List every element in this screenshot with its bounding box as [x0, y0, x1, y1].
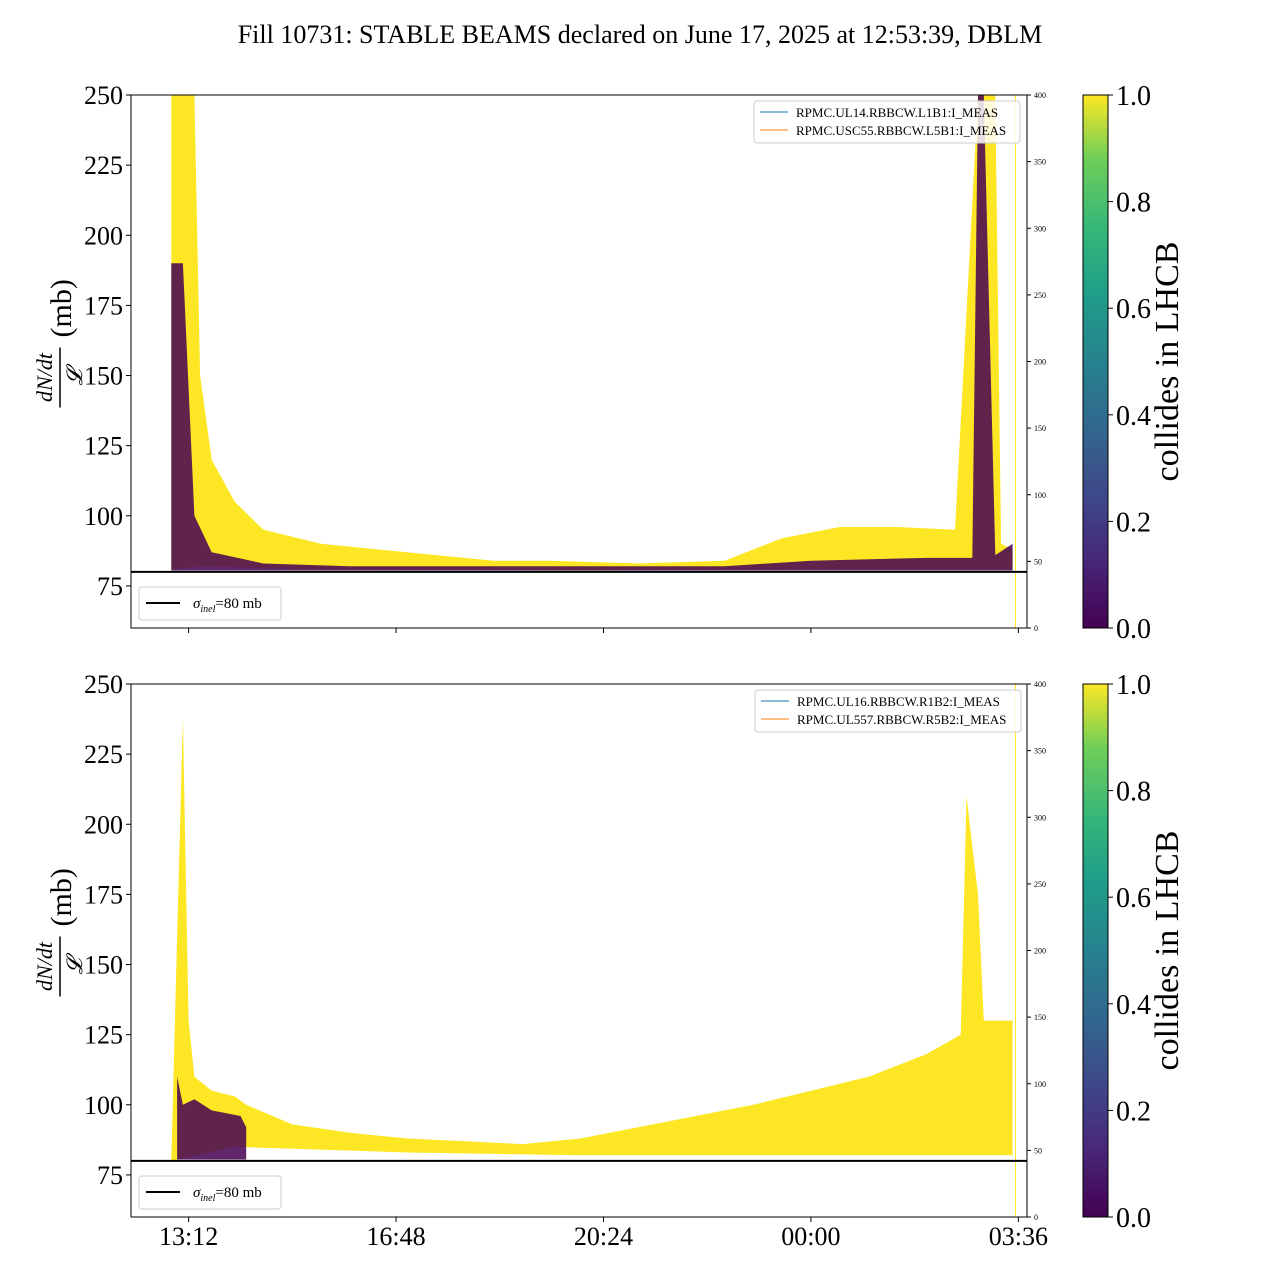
y-label-numerator: dN/dt	[32, 941, 57, 991]
legend-box	[754, 689, 1022, 733]
y-tick-label: 100	[84, 502, 123, 531]
y-axis-label: dN/dt 𝓛(mb)	[32, 279, 87, 408]
y2-tick-label: 50	[1034, 1146, 1042, 1155]
y-tick-label: 175	[84, 880, 123, 909]
y-axis-label: dN/dt 𝓛(mb)	[32, 868, 87, 997]
y2-tick-label: 150	[1034, 424, 1046, 433]
y-tick-label: 200	[84, 810, 123, 839]
legend-label: RPMC.UL557.RBBCW.R5B2:I_MEAS	[797, 712, 1006, 727]
colorbar-tick-label: 0.6	[1116, 294, 1151, 325]
y2-tick-label: 200	[1034, 947, 1046, 956]
colorbar-tick-label: 0.4	[1116, 401, 1151, 432]
y2-tick-label: 300	[1034, 224, 1046, 233]
colorbar-tick-label: 0.2	[1116, 1096, 1151, 1127]
y-tick-label: 225	[84, 740, 123, 769]
reference-legend: σinel=80 mb	[138, 1175, 282, 1210]
x-tick-label: 13:12	[159, 1222, 218, 1251]
colliding-band	[171, 95, 1013, 571]
y2-tick-label: 400	[1034, 91, 1046, 100]
colorbar-tick-label: 0.8	[1116, 777, 1151, 808]
plot-area	[131, 684, 1027, 1217]
y-tick-label: 75	[97, 572, 123, 601]
y-tick-label: 150	[84, 362, 123, 391]
colorbar-tick-label: 0.2	[1116, 507, 1151, 538]
figure-title: Fill 10731: STABLE BEAMS declared on Jun…	[237, 20, 1043, 49]
colorbar-tick-label: 0.8	[1116, 188, 1151, 219]
series-legend: RPMC.UL14.RBBCW.L1B1:I_MEAS RPMC.USC55.RB…	[753, 100, 1021, 144]
y2-tick-label: 300	[1034, 813, 1046, 822]
non-colliding-band	[171, 95, 1013, 571]
legend-label: RPMC.UL16.RBBCW.R1B2:I_MEAS	[797, 694, 1000, 709]
colorbar: 0.0 0.2 0.4 0.6 0.8 1.0 collides in LHCB	[1082, 670, 1186, 1234]
y-tick-label: 150	[84, 951, 123, 980]
colorbar-tick-label: 0.0	[1116, 614, 1151, 645]
colorbar: 0.0 0.2 0.4 0.6 0.8 1.0 collides in LHCB	[1082, 81, 1186, 645]
y-tick-label: 125	[84, 432, 123, 461]
y2-tick-label: 350	[1034, 158, 1046, 167]
reference-legend-label: σinel=80 mb	[193, 1185, 262, 1204]
legend-label: RPMC.USC55.RBBCW.L5B1:I_MEAS	[796, 123, 1006, 138]
y2-tick-label: 350	[1034, 747, 1046, 756]
x-tick-label: 20:24	[574, 1222, 633, 1251]
y2-tick-label: 0	[1034, 1213, 1038, 1222]
colorbar-gradient	[1082, 683, 1109, 1218]
non-colliding-band	[177, 1076, 247, 1160]
y-tick-label: 225	[84, 151, 123, 180]
y2-tick-label: 100	[1034, 491, 1046, 500]
colorbar-label: collides in LHCB	[1149, 242, 1186, 482]
y-label-numerator: dN/dt	[32, 352, 57, 402]
chart-panel-bottom: 75 100 125 150 175 200 225 250 0 50 100 150 200 250 30…	[32, 670, 1186, 1251]
y2-tick-label: 150	[1034, 1013, 1046, 1022]
colorbar-tick-label: 1.0	[1116, 81, 1151, 112]
y2-tick-label: 400	[1034, 680, 1046, 689]
y-tick-label: 250	[84, 670, 123, 699]
y2-tick-label: 50	[1034, 557, 1042, 566]
x-tick-label: 16:48	[366, 1222, 425, 1251]
y-tick-label: 75	[97, 1161, 123, 1190]
y2-tick-label: 200	[1034, 358, 1046, 367]
legend-box	[753, 100, 1021, 144]
colorbar-tick-label: 0.0	[1116, 1203, 1151, 1234]
y2-tick-label: 100	[1034, 1080, 1046, 1089]
reference-legend: σinel=80 mb	[138, 586, 282, 621]
colorbar-gradient	[1082, 94, 1109, 629]
x-tick-label: 03:36	[989, 1222, 1048, 1251]
reference-legend-label: σinel=80 mb	[193, 596, 262, 615]
chart-panel-top: 75 100 125 150 175 200 225 250 0 50 100 150 200 250 30…	[32, 81, 1186, 645]
colorbar-tick-label: 0.6	[1116, 883, 1151, 914]
series-legend: RPMC.UL16.RBBCW.R1B2:I_MEAS RPMC.UL557.RB…	[754, 689, 1022, 733]
y-label-unit: (mb)	[45, 868, 78, 926]
y-label-unit: (mb)	[45, 279, 78, 337]
y-tick-label: 200	[84, 221, 123, 250]
y2-tick-label: 250	[1034, 880, 1046, 889]
colliding-band	[171, 717, 1013, 1161]
colorbar-tick-label: 0.4	[1116, 990, 1151, 1021]
colorbar-label: collides in LHCB	[1149, 831, 1186, 1071]
y-tick-label: 100	[84, 1091, 123, 1120]
y-tick-label: 125	[84, 1021, 123, 1050]
legend-label: RPMC.UL14.RBBCW.L1B1:I_MEAS	[796, 105, 998, 120]
reference-legend-box	[138, 586, 282, 621]
y2-tick-label: 0	[1034, 624, 1038, 633]
reference-legend-box	[138, 1175, 282, 1210]
colorbar-tick-label: 1.0	[1116, 670, 1151, 701]
y-tick-label: 250	[84, 81, 123, 110]
y-tick-label: 175	[84, 291, 123, 320]
plot-area	[131, 95, 1027, 628]
x-tick-label: 00:00	[781, 1222, 840, 1251]
y2-tick-label: 250	[1034, 291, 1046, 300]
